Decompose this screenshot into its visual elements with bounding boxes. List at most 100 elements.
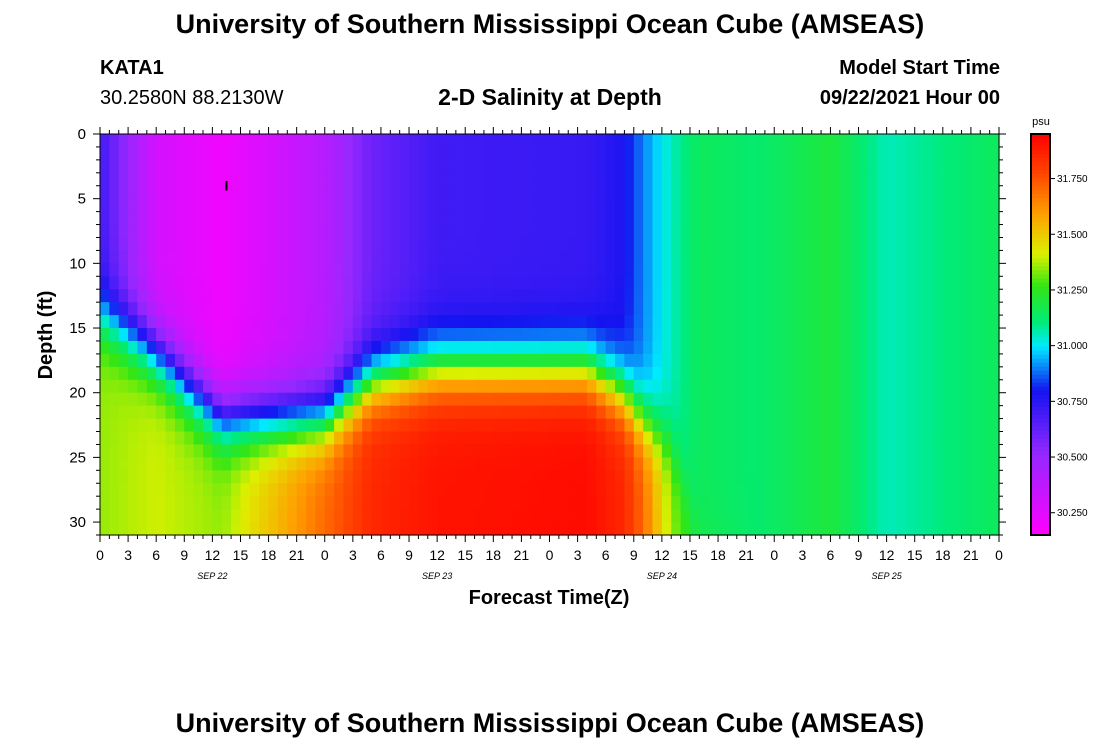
salinity-cell — [362, 159, 373, 174]
salinity-cell — [811, 340, 822, 355]
salinity-cell — [156, 289, 167, 303]
salinity-cell — [474, 457, 485, 471]
salinity-cell — [118, 185, 129, 200]
salinity-cell — [203, 418, 213, 433]
salinity-cell — [821, 483, 832, 497]
salinity-cell — [792, 250, 803, 264]
salinity-cell — [352, 444, 363, 458]
salinity-cell — [380, 366, 391, 381]
salinity-cell — [849, 237, 860, 252]
salinity-cell — [577, 405, 588, 420]
salinity-cell — [493, 302, 504, 316]
salinity-cell — [277, 159, 288, 174]
salinity-cell — [502, 457, 513, 471]
colorbar-segment — [1031, 390, 1050, 396]
salinity-cell — [437, 250, 448, 264]
salinity-cell — [802, 224, 813, 239]
salinity-cell — [895, 134, 906, 148]
salinity-cell — [174, 444, 185, 458]
salinity-cell — [483, 470, 494, 484]
salinity-cell — [689, 289, 700, 303]
salinity-cell — [933, 444, 944, 458]
salinity-cell — [474, 483, 485, 497]
salinity-cell — [100, 302, 110, 316]
colorbar-segment — [1031, 422, 1050, 428]
salinity-cell — [184, 315, 195, 329]
x-tick-label: 18 — [261, 547, 277, 563]
salinity-cell — [474, 172, 485, 187]
salinity-cell — [615, 185, 626, 200]
salinity-cell — [409, 263, 419, 277]
salinity-cell — [249, 172, 260, 187]
salinity-cell — [437, 431, 448, 446]
salinity-cell — [530, 289, 541, 303]
salinity-cell — [174, 198, 185, 213]
salinity-cell — [643, 418, 654, 433]
salinity-cell — [895, 496, 906, 510]
salinity-cell — [128, 315, 139, 329]
salinity-cell — [418, 328, 429, 342]
salinity-cell — [287, 315, 298, 329]
salinity-cell — [128, 159, 139, 174]
salinity-cell — [596, 483, 607, 497]
salinity-cell — [446, 250, 457, 264]
salinity-cell — [633, 185, 644, 200]
salinity-cell — [399, 224, 410, 239]
salinity-cell — [643, 134, 654, 148]
salinity-cell — [671, 405, 682, 420]
x-tick-label: 6 — [602, 547, 610, 563]
salinity-cell — [249, 224, 260, 239]
salinity-cell — [146, 431, 157, 446]
salinity-cell — [783, 418, 794, 433]
salinity-cell — [268, 328, 279, 342]
salinity-cell — [774, 522, 785, 536]
salinity-cell — [380, 263, 391, 277]
salinity-cell — [849, 172, 860, 187]
salinity-cell — [596, 457, 607, 471]
salinity-cell — [362, 457, 373, 471]
salinity-cell — [783, 405, 794, 420]
salinity-cell — [792, 185, 803, 200]
salinity-cell — [905, 146, 916, 161]
salinity-cell — [802, 172, 813, 187]
salinity-cell — [418, 379, 429, 394]
salinity-cell — [334, 276, 345, 290]
salinity-cell — [652, 483, 663, 497]
salinity-cell — [970, 431, 981, 446]
salinity-cell — [296, 405, 307, 420]
salinity-cell — [952, 328, 963, 342]
salinity-cell — [540, 224, 551, 239]
salinity-cell — [409, 250, 419, 264]
salinity-cell — [306, 522, 316, 536]
salinity-cell — [324, 237, 335, 252]
salinity-cell — [193, 146, 204, 161]
salinity-cell — [352, 315, 363, 329]
salinity-cell — [371, 172, 382, 187]
salinity-cell — [680, 431, 691, 446]
salinity-cell — [802, 276, 813, 290]
salinity-cell — [652, 250, 663, 264]
salinity-cell — [446, 172, 457, 187]
salinity-cell — [324, 185, 335, 200]
salinity-cell — [315, 483, 326, 497]
salinity-cell — [128, 328, 139, 342]
salinity-cell — [736, 276, 747, 290]
salinity-cell — [764, 289, 775, 303]
salinity-cell — [783, 353, 794, 368]
salinity-cell — [530, 418, 541, 433]
salinity-cell — [558, 315, 569, 329]
salinity-cell — [727, 328, 738, 342]
salinity-cell — [671, 431, 682, 446]
salinity-cell — [259, 134, 270, 148]
salinity-cell — [362, 263, 373, 277]
salinity-cell — [577, 250, 588, 264]
salinity-cell — [821, 159, 832, 174]
salinity-cell — [427, 263, 438, 277]
salinity-cell — [268, 483, 279, 497]
salinity-cell — [643, 224, 654, 239]
salinity-cell — [512, 509, 522, 523]
salinity-cell — [174, 276, 185, 290]
salinity-cell — [596, 366, 607, 381]
salinity-cell — [933, 496, 944, 510]
salinity-cell — [558, 418, 569, 433]
